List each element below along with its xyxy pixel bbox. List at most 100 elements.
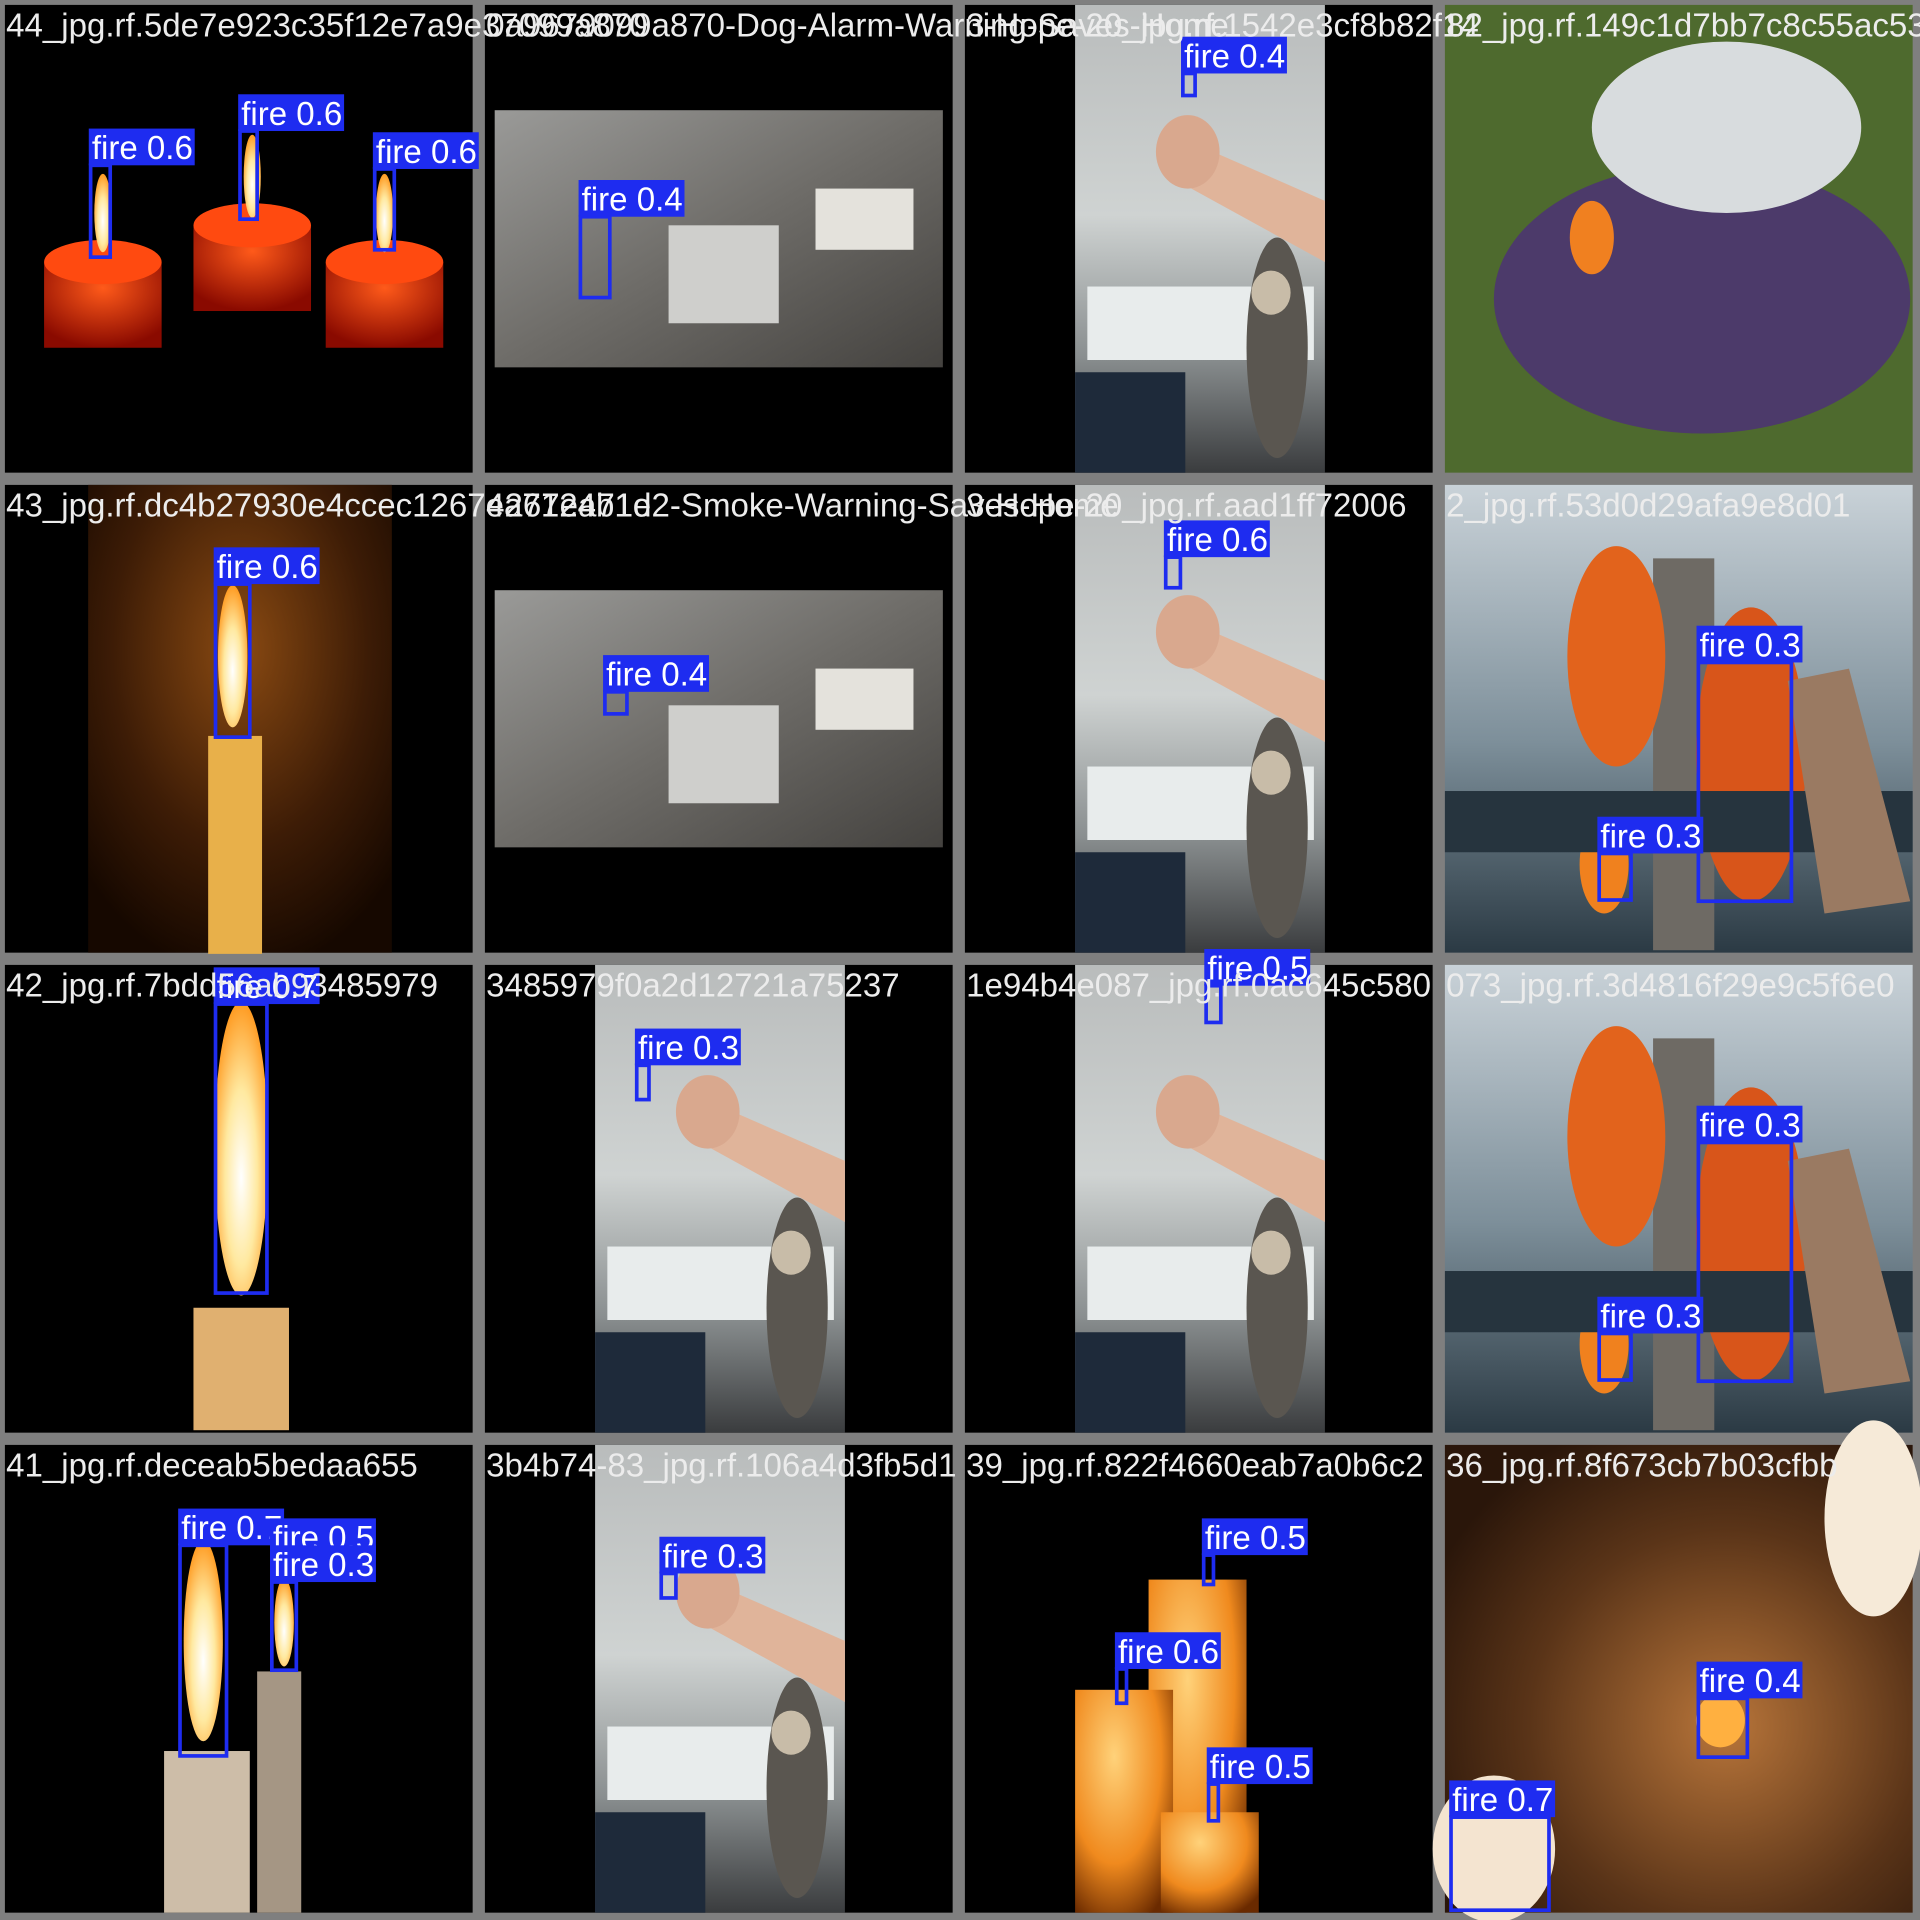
flame [1567, 546, 1666, 767]
detection-label-bg [1449, 1780, 1556, 1818]
person [1246, 237, 1308, 458]
detection-label-bg [1597, 1296, 1704, 1334]
flame [375, 173, 394, 253]
detection-label-bg [1597, 816, 1704, 854]
flame [217, 585, 248, 728]
counter [668, 705, 779, 804]
image-filename: 3-Hope-20_jpg.rf.1542e3cf8b82f14 [966, 8, 1479, 45]
detection-label: fire 0.7 [217, 969, 318, 1006]
board [1787, 668, 1911, 914]
detection-label: fire 0.4 [1700, 1663, 1801, 1700]
detection-label-bg [634, 1028, 741, 1066]
detection-label: fire 0.5 [1207, 951, 1308, 988]
detection-label: fire 0.5 [1210, 1749, 1311, 1786]
arm [1185, 139, 1325, 263]
detection-label-bg [178, 1508, 285, 1546]
detection-label: fire 0.3 [1600, 1298, 1701, 1335]
detection-label-bg [1163, 520, 1270, 558]
detection-label: fire 0.6 [241, 96, 342, 133]
flame [1695, 1693, 1745, 1748]
image-filename: 82_jpg.rf.149c1d7bb7c8c55ac53 [1446, 8, 1920, 45]
arm [705, 1579, 845, 1703]
detection-label: fire 0.6 [1118, 1634, 1219, 1671]
flame [274, 1578, 294, 1667]
arm [705, 1099, 845, 1223]
detection-label-bg [603, 655, 709, 692]
detection-label-bg [1696, 625, 1803, 663]
detection-label: fire 0.6 [1167, 522, 1268, 559]
detection-label-bg [270, 1545, 376, 1583]
detection-label-bg [1696, 1105, 1803, 1143]
detection-label: fire 0.6 [92, 130, 193, 167]
person [766, 1677, 828, 1898]
monitor [595, 1812, 706, 1913]
smoke [1591, 41, 1862, 214]
image-filename: 4267ea71d2-Smoke-Warning-Saves-Home [486, 488, 1119, 525]
detection-box [1181, 71, 1197, 98]
candle-top [193, 203, 312, 248]
detection-label-bg [1204, 948, 1311, 986]
detection-label: fire 0.7 [1452, 1782, 1553, 1819]
image-filename: 0a9679099a870-Dog-Alarm-Warning-Saves-Ho… [486, 8, 1229, 45]
detection-label-bg [372, 132, 479, 169]
detection-label: fire 0.6 [376, 134, 477, 171]
detection-label: fire 0.3 [638, 1030, 739, 1067]
arm [1185, 619, 1325, 743]
image-filename: 3b4b74-83_jpg.rf.106a4d3fb5d1 [486, 1448, 956, 1485]
image-filename: 3485979f0a2d12721a75237 [486, 968, 900, 1005]
person [1246, 1197, 1308, 1418]
detection-label: fire 0.4 [606, 657, 707, 694]
detection-label: fire 0.3 [1600, 818, 1701, 855]
detection-label-bg [88, 128, 195, 166]
image-filename: 43_jpg.rf.dc4b27930e4ccec1267ea7124b1e [6, 488, 651, 525]
detection-label: fire 0.3 [273, 1547, 374, 1584]
detection-label: fire 0.3 [1700, 627, 1801, 664]
detection-label: fire 0.4 [1184, 38, 1285, 75]
image-filename: 3-Hope-20_jpg.rf.aad1ff72006 [966, 488, 1406, 525]
detection-label: fire 0.7 [181, 1510, 282, 1547]
detection-label-bg [238, 94, 345, 132]
detection-label: fire 0.4 [582, 182, 683, 219]
head [1251, 270, 1291, 315]
person [766, 1197, 828, 1418]
image-filename: 1e94b4e087_jpg.rf.0ac645c580 [966, 968, 1431, 1005]
candle [1075, 1689, 1174, 1913]
detection-label-bg [213, 967, 320, 1005]
glow [1824, 1420, 1920, 1617]
detection-label: fire 0.3 [1700, 1107, 1801, 1144]
image-filename: 39_jpg.rf.822f4660eab7a0b6c2 [966, 1448, 1424, 1485]
detection-label-bg [578, 180, 685, 217]
fist [1155, 595, 1220, 669]
monitor [1075, 852, 1186, 953]
detection-label-bg [659, 1536, 766, 1574]
image-filename: 41_jpg.rf.deceab5bedaa655 [6, 1448, 418, 1485]
image-filename: 36_jpg.rf.8f673cb7b03cfbb [1446, 1448, 1837, 1485]
detection-label: fire 0.3 [662, 1538, 763, 1575]
monitor [1075, 372, 1186, 473]
candle [257, 1671, 302, 1913]
flame [1569, 200, 1614, 275]
detection-box [1163, 555, 1183, 590]
candle [164, 1751, 250, 1913]
sofa [815, 188, 914, 250]
monitor [1075, 1332, 1186, 1433]
candle [193, 1307, 289, 1431]
detection-label-bg [1696, 1661, 1803, 1699]
arm [1185, 1099, 1325, 1223]
board [1787, 1148, 1911, 1394]
head [1251, 1230, 1291, 1275]
detection-label-bg [1201, 1518, 1308, 1556]
person [1246, 717, 1308, 938]
flame [94, 173, 112, 253]
head [1251, 750, 1291, 795]
candle [1160, 1812, 1259, 1913]
fist [675, 1075, 740, 1149]
head [771, 1230, 811, 1275]
fist [1155, 115, 1220, 189]
detection-label: fire 0.5 [1205, 1520, 1306, 1557]
detection-label-bg [1114, 1632, 1221, 1669]
flame [214, 1001, 269, 1296]
image-filename: 2_jpg.rf.53d0d29afa9e8d01 [1446, 488, 1850, 525]
